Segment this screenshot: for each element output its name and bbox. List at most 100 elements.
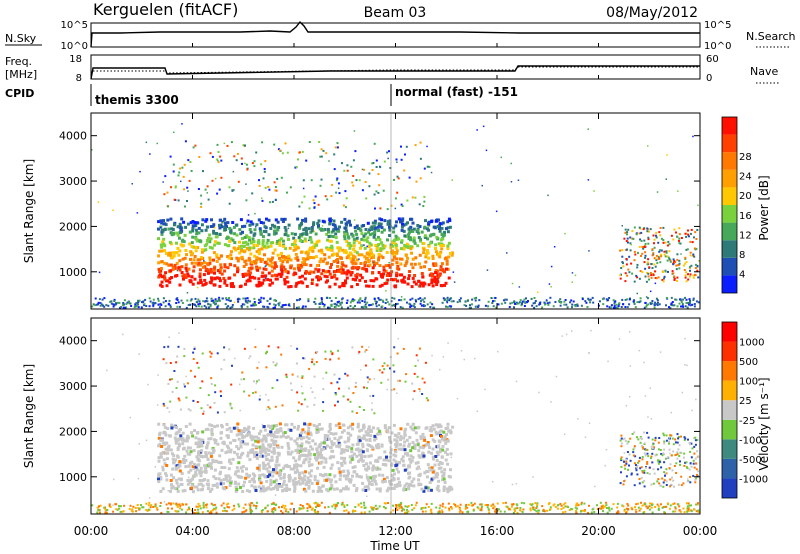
heatmap-cell [233,189,235,191]
heatmap-cell [549,506,552,509]
heatmap-cell [128,507,131,510]
heatmap-cell [382,458,386,462]
heatmap-cell [263,475,267,479]
heatmap-cell [296,217,300,221]
heatmap-cell [317,505,320,508]
heatmap-cell [692,299,695,301]
heatmap-cell [189,450,193,454]
heatmap-cell [235,445,239,449]
heatmap-cell [426,237,430,241]
heatmap-cell [253,297,256,300]
heatmap-cell [435,450,439,454]
heatmap-cell [252,392,255,394]
heatmap-cell [392,458,396,462]
heatmap-cell [210,377,213,380]
heatmap-cell [340,464,344,467]
heatmap-cell [406,301,408,304]
heatmap-cell [284,510,287,513]
heatmap-cell [287,238,290,241]
heatmap-cell [342,271,346,275]
heatmap-cell [382,268,386,272]
heatmap-cell [159,283,163,287]
heatmap-cell [344,487,348,491]
heatmap-cell [536,505,539,508]
heatmap-cell [159,438,163,442]
heatmap-cell [381,305,384,308]
heatmap-cell [304,226,308,230]
heatmap-cell [335,303,338,306]
heatmap-cell [348,455,352,459]
heatmap-cell [218,284,222,288]
heatmap-cell [286,234,290,238]
heatmap-cell [125,303,128,305]
heatmap-cell [242,241,245,245]
heatmap-cell [253,254,257,258]
heatmap-cell [416,244,420,248]
heatmap-cell [659,261,662,264]
heatmap-cell [287,479,291,483]
heatmap-cell [173,486,177,490]
heatmap-cell [665,251,668,254]
heatmap-cell [264,457,268,461]
heatmap-cell [431,470,435,474]
heatmap-cell [238,475,242,479]
heatmap-cell [662,485,665,488]
heatmap-cell [199,302,201,305]
heatmap-cell [517,179,520,181]
heatmap-cell [226,266,230,270]
heatmap-cell [236,427,240,431]
heatmap-cell [441,221,445,225]
heatmap-cell [395,506,398,509]
heatmap-cell [687,278,690,281]
heatmap-cell [621,255,624,258]
heatmap-cell [445,305,447,308]
heatmap-cell [645,304,648,307]
heatmap-cell [643,246,646,248]
heatmap-cell [183,233,187,237]
heatmap-cell [205,506,208,509]
heatmap-cell [176,455,180,459]
heatmap-cell [185,503,188,506]
heatmap-cell [409,306,412,308]
heatmap-cell [283,304,285,307]
heatmap-cell [406,221,409,225]
heatmap-cell [262,434,266,438]
heatmap-cell [355,487,359,490]
heatmap-cell [158,433,161,436]
heatmap-cell [360,276,364,280]
heatmap-cell [271,433,275,437]
heatmap-cell [182,175,185,178]
heatmap-cell [369,395,372,398]
heatmap-cell [203,244,207,248]
heatmap-cell [601,298,604,301]
heatmap-cell [336,146,339,149]
heatmap-cell [439,466,443,470]
heatmap-cell [446,296,449,299]
heatmap-cell [256,466,260,470]
heatmap-cell [426,251,430,255]
heatmap-cell [339,256,343,260]
heatmap-cell [399,435,403,439]
heatmap-cell [445,267,448,271]
heatmap-cell [656,262,659,265]
heatmap-cell [363,409,365,411]
heatmap-cell [690,228,693,231]
heatmap-cell [231,457,235,461]
heatmap-cell [191,229,195,233]
heatmap-cell [269,244,273,248]
heatmap-cell [296,263,300,267]
heatmap-cell [368,228,372,232]
heatmap-cell [354,385,357,388]
heatmap-cell [372,279,376,283]
heatmap-cell [312,199,315,202]
heatmap-cell [412,398,414,401]
heatmap-cell [167,345,170,348]
heatmap-cell [202,504,205,507]
heatmap-cell [368,241,372,245]
heatmap-cell [217,477,221,481]
heatmap-cell [417,359,420,362]
heatmap-cell [201,283,205,287]
heatmap-cell [316,466,320,470]
heatmap-cell [206,404,209,407]
heatmap-cell [208,261,212,265]
